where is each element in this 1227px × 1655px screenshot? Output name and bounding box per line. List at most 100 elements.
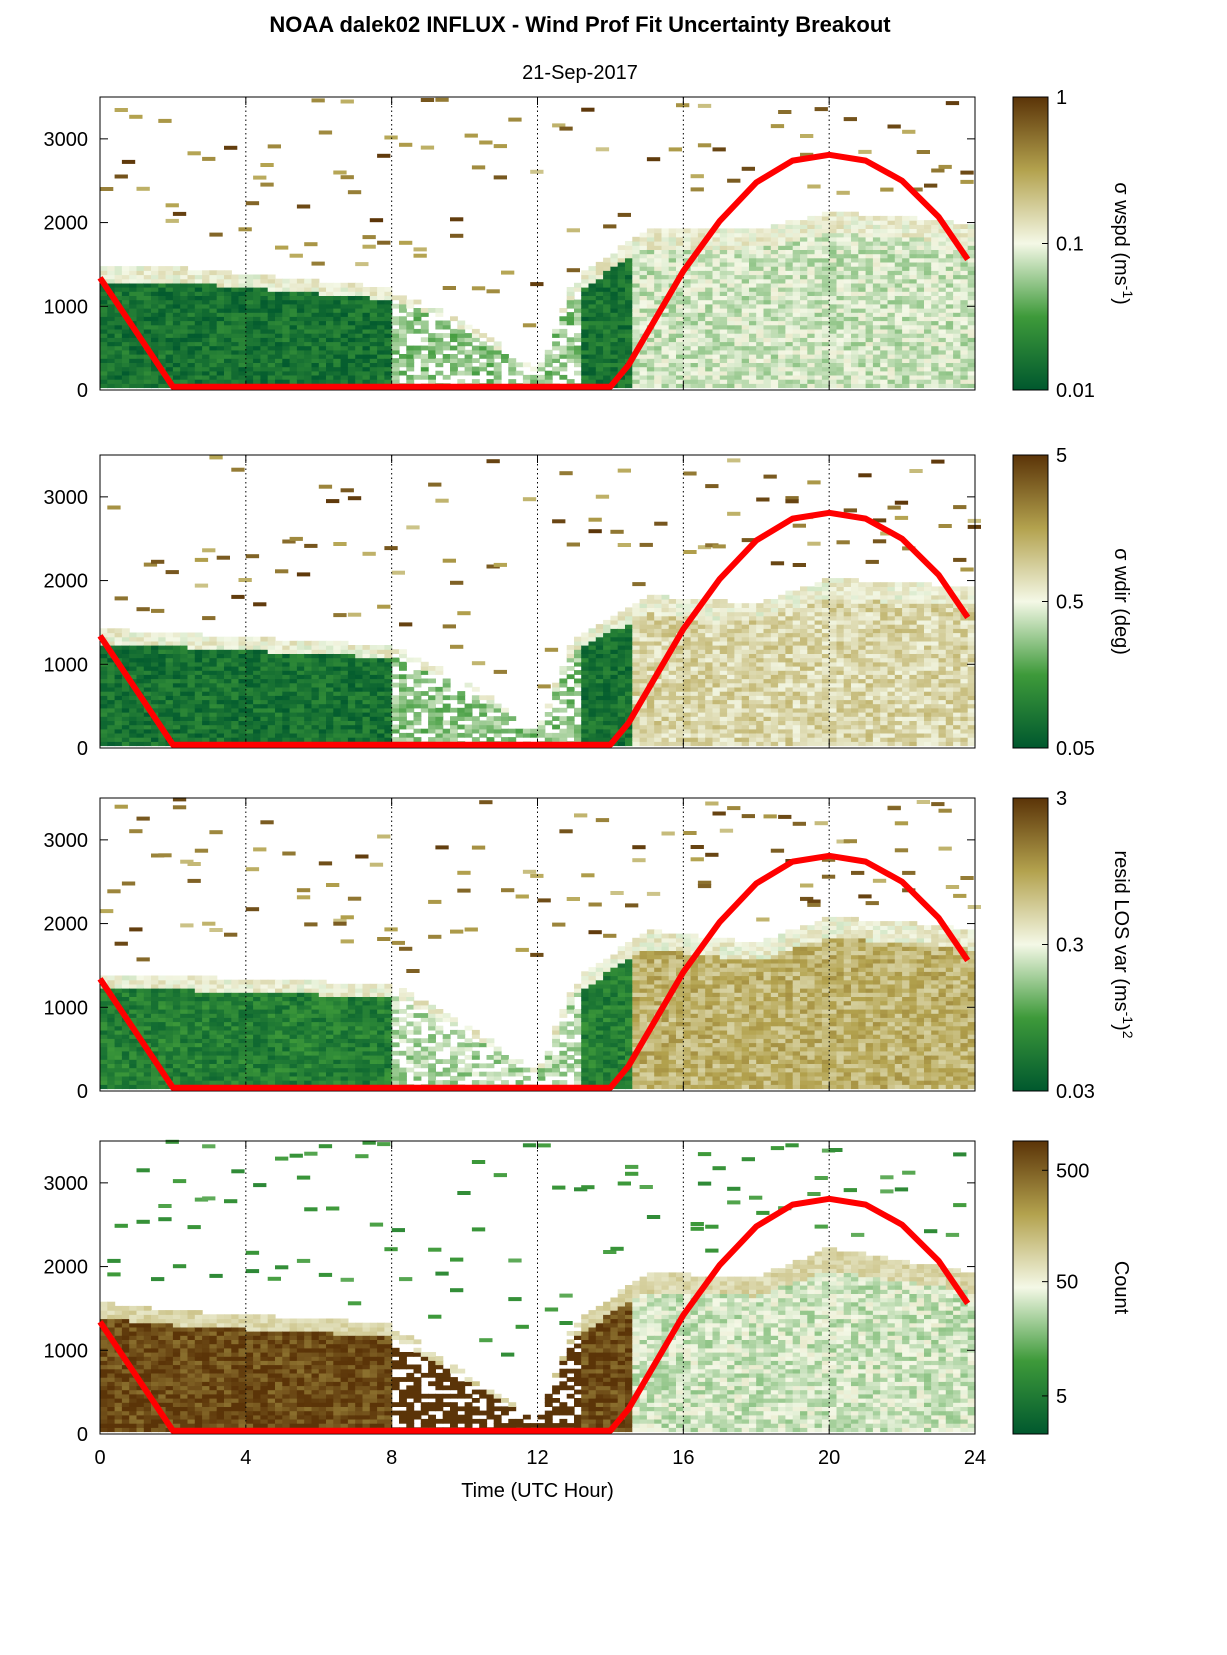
heatmap-cell — [136, 699, 145, 705]
heatmap-cell — [347, 691, 356, 696]
heatmap-cell — [865, 291, 874, 296]
heatmap-cell — [880, 291, 889, 296]
heatmap-cell — [676, 282, 684, 288]
heatmap-cell — [194, 699, 203, 705]
heatmap-cell — [617, 282, 626, 288]
heatmap-cell — [639, 320, 648, 326]
heatmap-cell — [712, 270, 721, 276]
heatmap-cell — [646, 274, 655, 280]
heatmap-cell — [377, 661, 385, 667]
heatmap-cell — [938, 287, 947, 292]
heatmap-cell — [836, 261, 845, 267]
heatmap-cell — [151, 270, 159, 276]
heatmap-cell — [872, 324, 881, 330]
heatmap-cell — [136, 362, 145, 368]
heatmap-cell — [858, 341, 867, 347]
heatmap-cell — [231, 707, 240, 713]
heatmap-cell — [136, 732, 145, 738]
y-tick-label: 3000 — [44, 129, 89, 151]
heatmap-cell — [705, 366, 714, 372]
heatmap-cell — [690, 270, 699, 276]
heatmap-cell — [275, 278, 283, 284]
heatmap-cell — [770, 241, 779, 246]
heatmap-cell — [916, 328, 925, 334]
heatmap-cell — [595, 649, 604, 654]
heatmap-cell — [180, 703, 189, 709]
heatmap-cell — [245, 362, 254, 368]
heatmap-cell — [377, 287, 385, 292]
heatmap-cell — [676, 308, 684, 313]
heatmap-cell — [165, 686, 174, 692]
heatmap-cell — [588, 316, 597, 322]
heatmap-cell — [734, 241, 743, 246]
heatmap-cell — [333, 282, 342, 288]
heatmap-cell — [800, 312, 808, 317]
heatmap-cell — [340, 695, 349, 701]
heatmap-cell — [836, 266, 845, 271]
heatmap-cell — [603, 224, 617, 229]
heatmap-cell — [209, 379, 218, 384]
heatmap-cell — [778, 224, 786, 229]
heatmap-cell — [238, 312, 247, 317]
heatmap-cell — [340, 366, 349, 372]
heatmap-cell — [100, 649, 108, 654]
heatmap-cell — [712, 328, 721, 334]
heatmap-cell — [967, 249, 976, 255]
heatmap-cell — [486, 737, 495, 742]
heatmap-cell — [697, 232, 706, 238]
heatmap-cell — [719, 345, 728, 351]
heatmap-cell — [595, 274, 604, 280]
heatmap-cell — [719, 374, 728, 380]
heatmap-cell — [202, 737, 210, 742]
heatmap-cell — [938, 320, 947, 326]
heatmap-cell — [953, 274, 961, 280]
heatmap-cell — [289, 678, 298, 684]
heatmap-cell — [399, 324, 407, 330]
heatmap-cell — [654, 370, 663, 376]
heatmap-cell — [216, 270, 225, 276]
heatmap-cell — [800, 337, 808, 343]
heatmap-cell — [355, 682, 364, 688]
heatmap-cell — [369, 374, 378, 380]
heatmap-cell — [187, 151, 201, 156]
heatmap-cell — [282, 666, 291, 671]
heatmap-cell — [289, 707, 298, 713]
heatmap-cell — [326, 666, 334, 671]
heatmap-cell — [100, 354, 108, 359]
heatmap-cell — [428, 695, 436, 701]
heatmap-cell — [172, 312, 181, 317]
heatmap-cell — [333, 737, 342, 742]
heatmap-cell — [588, 712, 597, 717]
heatmap-cell — [282, 316, 291, 322]
heatmap-cell — [894, 362, 903, 368]
heatmap-cell — [121, 678, 130, 684]
heatmap-cell — [938, 253, 947, 259]
heatmap-cell — [770, 379, 779, 384]
heatmap-cell — [894, 358, 903, 363]
heatmap-cell — [311, 349, 320, 355]
heatmap-cell — [770, 374, 779, 380]
heatmap-cell — [245, 312, 254, 317]
heatmap-cell — [574, 645, 582, 650]
heatmap-cell — [209, 345, 218, 351]
heatmap-cell — [282, 653, 291, 659]
heatmap-cell — [238, 320, 247, 326]
heatmap-cell — [603, 712, 611, 717]
heatmap-cell — [756, 328, 765, 334]
heatmap-cell — [690, 379, 699, 384]
heatmap-cell — [289, 354, 298, 359]
heatmap-cell — [253, 645, 261, 650]
heatmap-cell — [617, 212, 631, 217]
heatmap-cell — [282, 640, 291, 646]
heatmap-cell — [121, 712, 130, 717]
heatmap-cell — [807, 345, 816, 351]
heatmap-cell — [194, 316, 203, 322]
heatmap-cell — [632, 316, 641, 322]
heatmap-cell — [872, 316, 881, 322]
heatmap-cell — [231, 699, 240, 705]
heatmap-cell — [151, 278, 159, 284]
heatmap-cell — [362, 649, 371, 654]
heatmap-cell — [187, 645, 196, 650]
heatmap-cell — [326, 312, 334, 317]
heatmap-cell — [129, 703, 138, 709]
